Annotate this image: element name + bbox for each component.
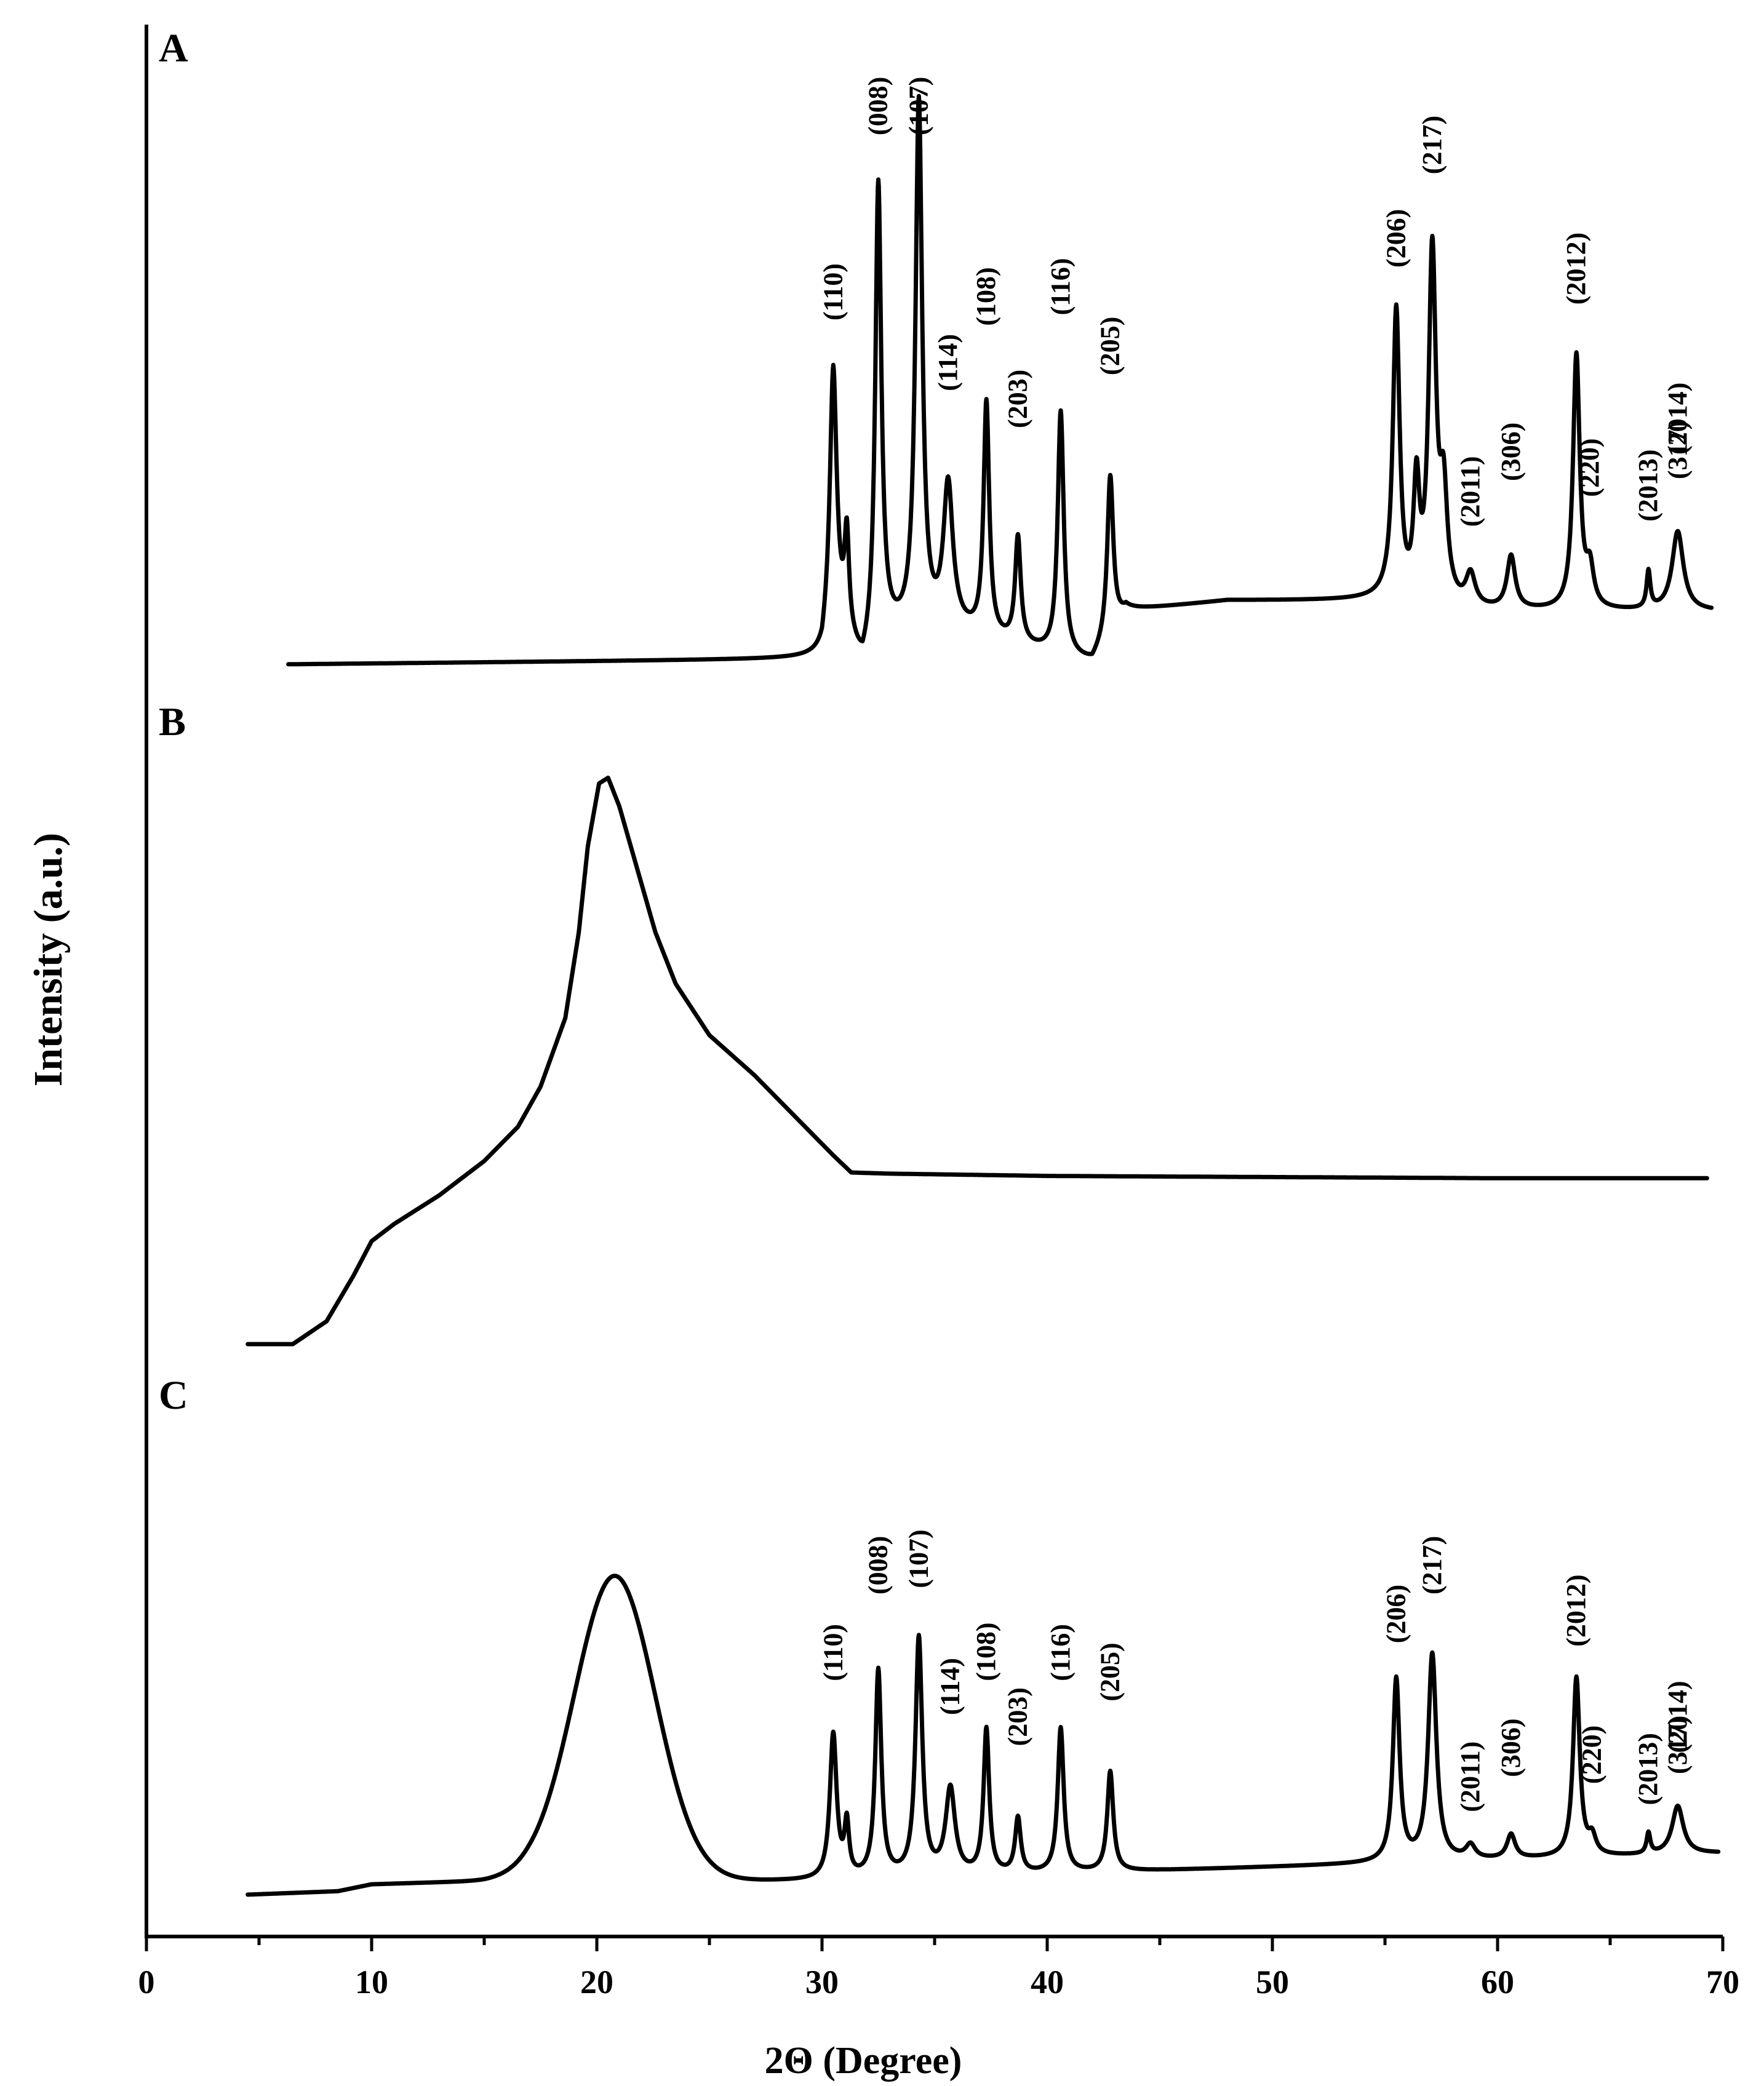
peak-label-C-2: (107)	[903, 1529, 933, 1588]
pattern-A-trace	[286, 94, 1714, 667]
peak-label-A-9: (217)	[1417, 116, 1447, 174]
x-tick-label-60: 60	[1481, 1964, 1514, 2000]
peak-label-C-10: (2011)	[1455, 1742, 1485, 1812]
peak-label-A-2: (107)	[903, 77, 933, 135]
peak-label-A-7: (205)	[1095, 317, 1125, 375]
pattern-C-trace	[245, 1574, 1721, 1897]
peak-label-A-1: (008)	[863, 77, 893, 135]
peak-label-C-8: (206)	[1381, 1585, 1411, 1643]
x-tick-label-30: 30	[805, 1964, 839, 2000]
peak-label-A-12: (2012)	[1561, 233, 1591, 305]
peak-label-A-6: (116)	[1045, 258, 1076, 316]
peak-label-A-11: (306)	[1496, 423, 1526, 481]
panel-label-C: C	[159, 1373, 188, 1418]
peak-label-C-13: (220)	[1577, 1726, 1607, 1784]
x-tick-label-10: 10	[355, 1964, 388, 2000]
x-tick-label-0: 0	[138, 1964, 155, 2000]
x-ticks: 0 10 20 30 40 50 60 70	[138, 1937, 1739, 2000]
x-tick-label-70: 70	[1706, 1964, 1739, 2000]
peak-label-A-15: (2014)	[1662, 383, 1693, 455]
peak-label-A-13: (220)	[1574, 438, 1605, 496]
peak-labels: (110)(008) (107)(114)(108)(203)(116)(205)…	[818, 77, 1693, 1812]
peak-label-C-16: (317)	[1662, 1716, 1693, 1774]
peak-label-A-10: (2011)	[1455, 456, 1485, 527]
peak-label-C-9: (217)	[1417, 1536, 1447, 1594]
peak-label-A-5: (203)	[1002, 370, 1032, 428]
peak-label-A-0: (110)	[818, 263, 848, 320]
peak-label-C-12: (2012)	[1561, 1574, 1591, 1646]
peak-label-C-4: (108)	[971, 1622, 1001, 1681]
peak-label-C-15: (2014)	[1662, 1681, 1693, 1753]
peak-label-C-11: (306)	[1496, 1718, 1526, 1777]
peak-label-C-14: (2013)	[1633, 1733, 1663, 1805]
panel-label-A: A	[159, 26, 188, 71]
x-tick-label-20: 20	[580, 1964, 613, 2000]
x-axis-label: 2Θ (Degree)	[765, 2040, 962, 2082]
peak-label-C-1: (008)	[863, 1536, 893, 1594]
x-tick-label-50: 50	[1256, 1964, 1289, 2000]
peak-label-A-14: (2013)	[1633, 449, 1663, 521]
peak-label-A-3: (114)	[933, 334, 963, 391]
panel-labels: A B C	[159, 26, 188, 1418]
pattern-B-trace	[245, 775, 1709, 1347]
peak-label-C-6: (116)	[1045, 1624, 1076, 1681]
axes	[145, 25, 1723, 1938]
panel-label-B: B	[159, 699, 186, 744]
peak-label-C-5: (203)	[1002, 1687, 1032, 1746]
peak-label-C-3: (114)	[935, 1658, 965, 1715]
x-tick-label-40: 40	[1031, 1964, 1064, 2000]
peak-label-A-8: (206)	[1381, 209, 1411, 268]
peak-label-C-0: (110)	[818, 1624, 848, 1681]
traces	[245, 94, 1721, 1897]
peak-label-A-4: (108)	[971, 267, 1001, 325]
peak-label-C-7: (205)	[1095, 1642, 1125, 1701]
y-axis-label: Intensity (a.u.)	[26, 833, 71, 1087]
peak-label-A-16: (317)	[1662, 421, 1693, 479]
